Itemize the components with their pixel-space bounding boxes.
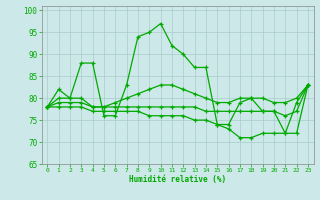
X-axis label: Humidité relative (%): Humidité relative (%) [129, 175, 226, 184]
